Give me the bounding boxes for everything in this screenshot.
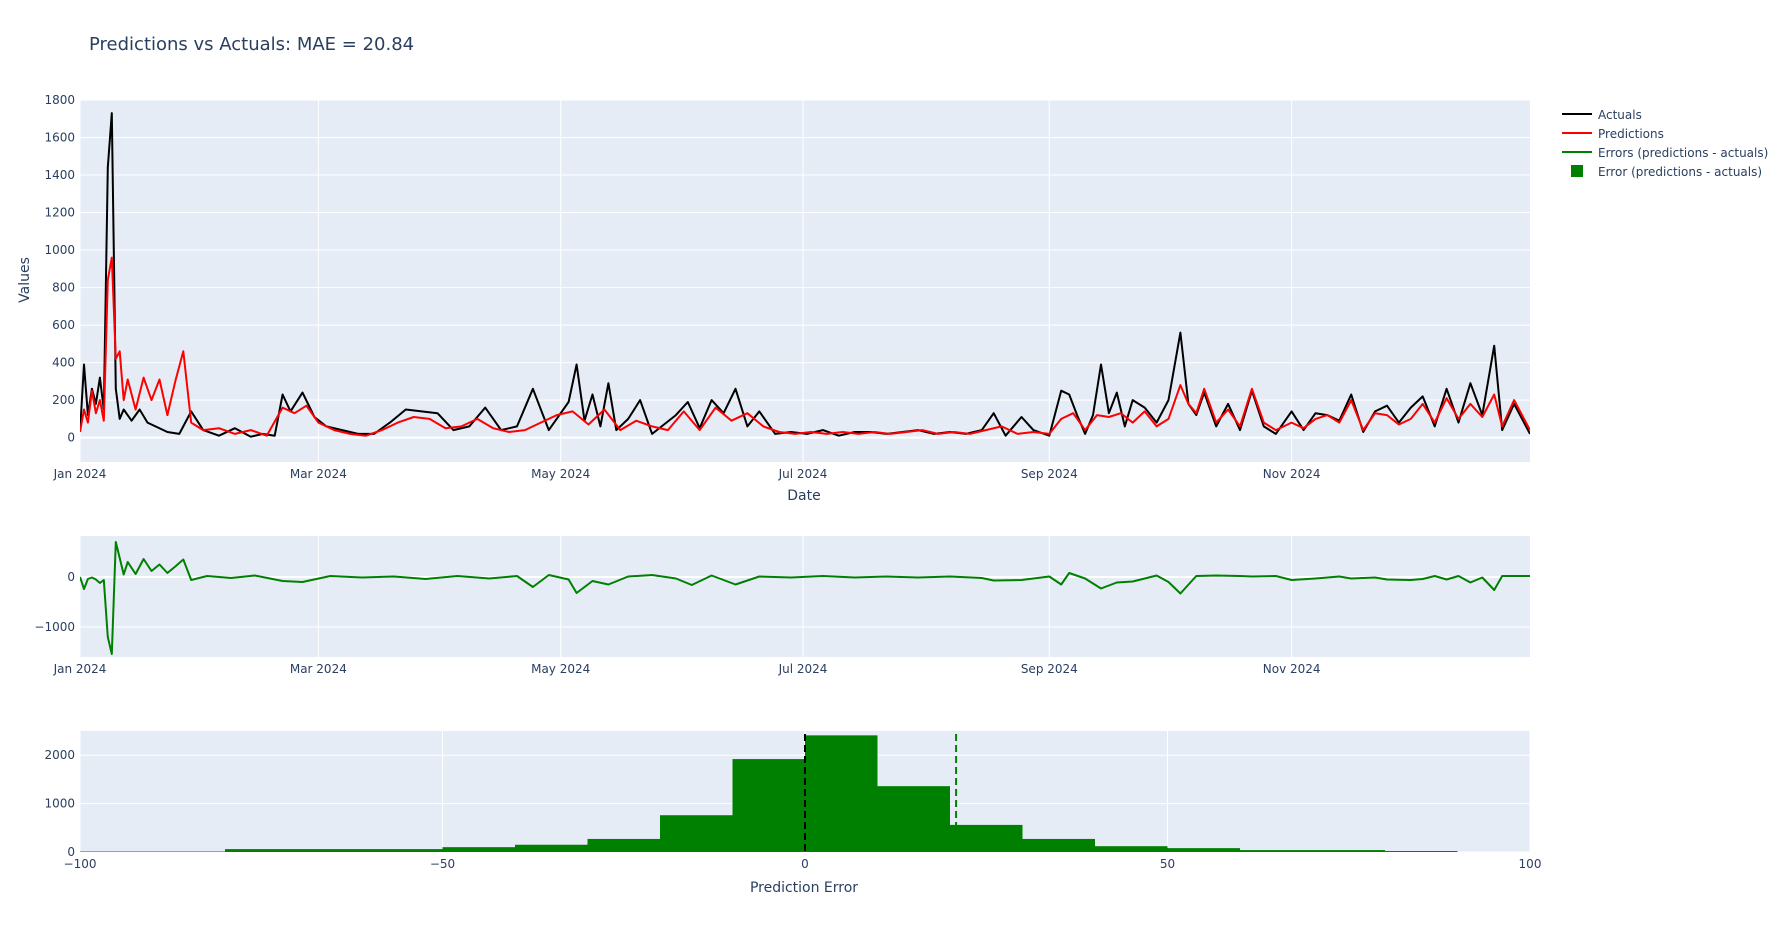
x-tick-label: Jan 2024: [53, 467, 107, 481]
x-tick-label: Mar 2024: [290, 467, 347, 481]
plot-area-1: [80, 536, 1530, 657]
histogram-bar[interactable]: [732, 759, 806, 852]
x-axis-title-prediction-error: Prediction Error: [750, 880, 858, 896]
x-tick-label: −50: [430, 857, 455, 871]
legend-label-predictions[interactable]: Predictions: [1598, 127, 1664, 141]
histogram-bar[interactable]: [442, 847, 516, 852]
histogram-bar[interactable]: [1167, 848, 1241, 852]
series-line-0-1[interactable]: [80, 256, 1530, 437]
panel-timeseries: 0 200 400 600 800 1000 1200 1400 1600 1800 Jan 202…: [44, 93, 1530, 481]
histogram-bar[interactable]: [1022, 838, 1096, 852]
y-tick-label: 0: [67, 845, 75, 859]
histogram-bar[interactable]: [515, 844, 588, 852]
y-tick-label: 0: [67, 570, 75, 584]
histogram-bar[interactable]: [950, 824, 1023, 852]
panel-histogram: 0 1000 2000 −100 −50 0 50 100: [44, 731, 1541, 871]
legend-label-errors[interactable]: Errors (predictions - actuals): [1598, 146, 1768, 160]
y-tick-label: −1000: [34, 620, 75, 634]
legend-swatch-error-hist: [1571, 165, 1583, 177]
y-tick-label: 1400: [44, 168, 75, 182]
y-axis-title-values: Values: [17, 257, 33, 303]
legend-label-error-hist[interactable]: Error (predictions - actuals): [1598, 165, 1762, 179]
series-line-0-0[interactable]: [80, 112, 1530, 438]
histogram-bar[interactable]: [1385, 851, 1458, 852]
y-tick-label: 800: [52, 281, 75, 295]
series-line-1-0[interactable]: [80, 541, 1530, 655]
y-tick-label: 1000: [44, 243, 75, 257]
y-tick-label: 0: [67, 431, 75, 445]
x-tick-label: Nov 2024: [1263, 467, 1321, 481]
histogram-bar[interactable]: [225, 849, 443, 852]
x-tick-label: Jul 2024: [778, 662, 828, 676]
y-tick-label: 1800: [44, 93, 75, 107]
x-tick-label: Jul 2024: [778, 467, 828, 481]
legend-label-actuals[interactable]: Actuals: [1598, 108, 1642, 122]
panel-errors: −1000 0 Jan 2024 Mar 2024 May 2024 Jul 2024 Se…: [34, 536, 1530, 676]
chart-title: Predictions vs Actuals: MAE = 20.84: [89, 34, 414, 55]
y-tick-label: 1600: [44, 131, 75, 145]
x-tick-label: Jan 2024: [53, 662, 107, 676]
x-tick-label: 0: [801, 857, 809, 871]
x-axis-title-date: Date: [787, 488, 820, 504]
x-tick-label: Mar 2024: [290, 662, 347, 676]
x-tick-label: Sep 2024: [1021, 662, 1078, 676]
x-tick-label: −100: [64, 857, 97, 871]
histogram-bar[interactable]: [1095, 846, 1168, 852]
y-tick-label: 1200: [44, 206, 75, 220]
legend: Actuals Predictions Errors (predictions …: [1562, 108, 1768, 179]
y-tick-label: 600: [52, 318, 75, 332]
histogram-bar[interactable]: [587, 838, 661, 852]
y-tick-label: 2000: [44, 748, 75, 762]
x-tick-label: 50: [1160, 857, 1175, 871]
x-tick-label: 100: [1519, 857, 1542, 871]
y-tick-label: 1000: [44, 797, 75, 811]
x-tick-label: Sep 2024: [1021, 467, 1078, 481]
y-tick-label: 200: [52, 393, 75, 407]
histogram-bar[interactable]: [805, 735, 878, 852]
x-tick-label: May 2024: [531, 662, 590, 676]
plot-area-0: [80, 100, 1530, 462]
y-tick-label: 400: [52, 356, 75, 370]
histogram-bar[interactable]: [660, 815, 733, 852]
x-tick-label: Nov 2024: [1263, 662, 1321, 676]
histogram-bar[interactable]: [877, 786, 951, 852]
x-tick-label: May 2024: [531, 467, 590, 481]
histogram-bar[interactable]: [1240, 850, 1385, 852]
